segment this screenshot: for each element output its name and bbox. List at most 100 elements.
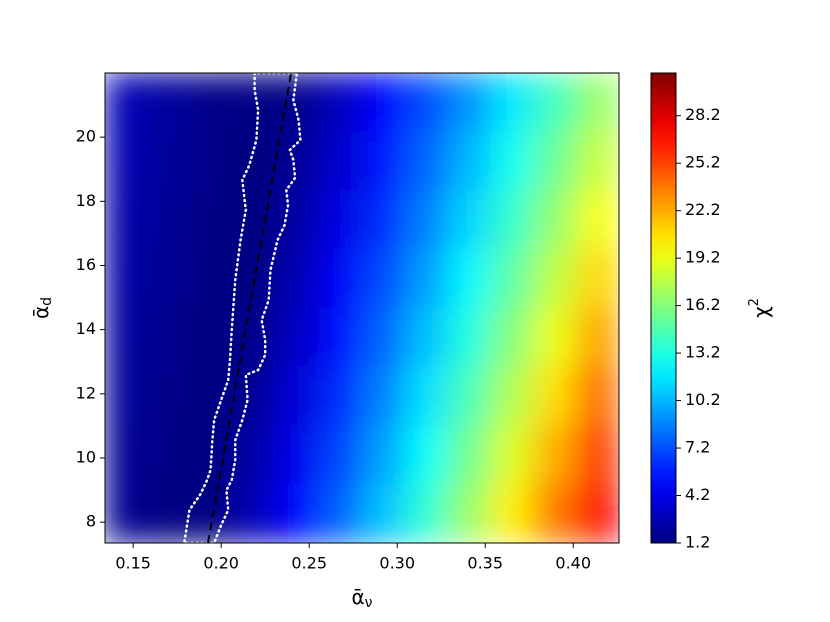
heatmap-cell (404, 366, 449, 426)
colorbar-tick-label: 19.2 (685, 248, 721, 267)
heatmap-cell (404, 73, 449, 133)
y-axis-label-main: ᾱ (29, 306, 53, 319)
plot-frame (104, 72, 620, 544)
heatmap-cell (532, 307, 577, 368)
heatmap-cell (147, 73, 192, 133)
heatmap-cell (318, 248, 363, 309)
heatmap-cell (105, 73, 149, 133)
colorbar-tick-label: 4.2 (685, 485, 710, 504)
heatmap-cell (575, 483, 619, 543)
x-tick-label: 0.25 (291, 554, 327, 573)
heatmap-cell (532, 483, 577, 543)
heatmap (105, 73, 619, 543)
y-tick-label: 14 (76, 319, 96, 338)
heatmap-cell (361, 73, 406, 133)
heatmap-cell (490, 425, 534, 485)
heatmap-cell (275, 425, 320, 485)
heatmap-cell (275, 73, 320, 133)
heatmap-cell (190, 248, 234, 309)
heatmap-cell (361, 483, 406, 543)
heatmap-cell (361, 248, 406, 309)
heatmap-cell (490, 307, 534, 368)
fit-line (206, 73, 293, 543)
heatmap-cell (532, 73, 577, 133)
heatmap-cell (275, 131, 320, 191)
x-axis-label: ᾱν (351, 585, 372, 612)
heatmap-cell (147, 190, 192, 250)
colorbar-tick-label: 13.2 (685, 343, 721, 362)
heatmap-cell (361, 425, 406, 485)
heatmap-cell (447, 131, 491, 191)
heatmap-cell (490, 366, 534, 426)
heatmap-cell (361, 190, 406, 250)
heatmap-cell (318, 366, 363, 426)
x-tick-label: 0.40 (555, 554, 591, 573)
heatmap-cell (105, 248, 149, 309)
y-tick-label: 20 (76, 127, 96, 146)
colorbar-tick-label: 25.2 (685, 153, 721, 172)
heatmap-cell (490, 248, 534, 309)
heatmap-cell (318, 483, 363, 543)
y-tick-label: 12 (76, 383, 96, 402)
heatmap-cell (447, 307, 491, 368)
heatmap-cell (361, 307, 406, 368)
heatmap-cell (490, 483, 534, 543)
heatmap-cell (404, 307, 449, 368)
heatmap-cell (404, 131, 449, 191)
x-axis-label-main: ᾱ (351, 585, 364, 609)
heatmap-cell (404, 425, 449, 485)
heatmap-cell (105, 425, 149, 485)
heatmap-cell (275, 366, 320, 426)
heatmap-cell (147, 366, 192, 426)
heatmap-cell (447, 73, 491, 133)
colorbar-tick-label: 7.2 (685, 438, 710, 457)
y-axis-label: ᾱd (29, 297, 56, 319)
heatmap-cell (275, 248, 320, 309)
heatmap-cell (490, 190, 534, 250)
overlay (182, 73, 302, 543)
heatmap-cell (318, 425, 363, 485)
heatmap-cell (575, 131, 619, 191)
x-tick-label: 0.30 (379, 554, 415, 573)
heatmap-cell (190, 131, 234, 191)
colorbar-tick-label: 22.2 (685, 200, 721, 219)
heatmap-cell (233, 73, 277, 133)
heatmap-cell (275, 307, 320, 368)
heatmap-cell (318, 131, 363, 191)
heatmap-cell (532, 190, 577, 250)
heatmap-cell (190, 307, 234, 368)
heatmap-cell (447, 425, 491, 485)
heatmap-cell (361, 131, 406, 191)
heatmap-cell (233, 366, 277, 426)
y-axis-label-sub: d (39, 297, 55, 306)
colorbar-label: χ2 (747, 298, 773, 318)
x-tick-label: 0.15 (115, 554, 151, 573)
colorbar-tick-label: 10.2 (685, 390, 721, 409)
y-tick-label: 16 (76, 255, 96, 274)
heatmap-cell (190, 190, 234, 250)
heatmap-cell (147, 425, 192, 485)
heatmap-cell (575, 307, 619, 368)
heatmap-cell (447, 248, 491, 309)
heatmap-cell (233, 425, 277, 485)
heatmap-cell (275, 483, 320, 543)
heatmap-cell (105, 307, 149, 368)
heatmap-cell (361, 366, 406, 426)
heatmap-cell (105, 131, 149, 191)
heatmap-cell (404, 483, 449, 543)
heatmap-cell (532, 425, 577, 485)
heatmap-cell (275, 190, 320, 250)
colorbar (650, 72, 677, 544)
heatmap-cell (233, 307, 277, 368)
heatmap-cell (447, 366, 491, 426)
heatmap-cell (575, 248, 619, 309)
colorbar-tick-label: 16.2 (685, 295, 721, 314)
heatmap-cell (575, 366, 619, 426)
heatmap-cell (147, 131, 192, 191)
heatmap-cell (575, 190, 619, 250)
heatmap-cell (490, 131, 534, 191)
colorbar-label-main: χ (749, 306, 773, 318)
x-tick-label: 0.35 (467, 554, 503, 573)
heatmap-cell (318, 190, 363, 250)
